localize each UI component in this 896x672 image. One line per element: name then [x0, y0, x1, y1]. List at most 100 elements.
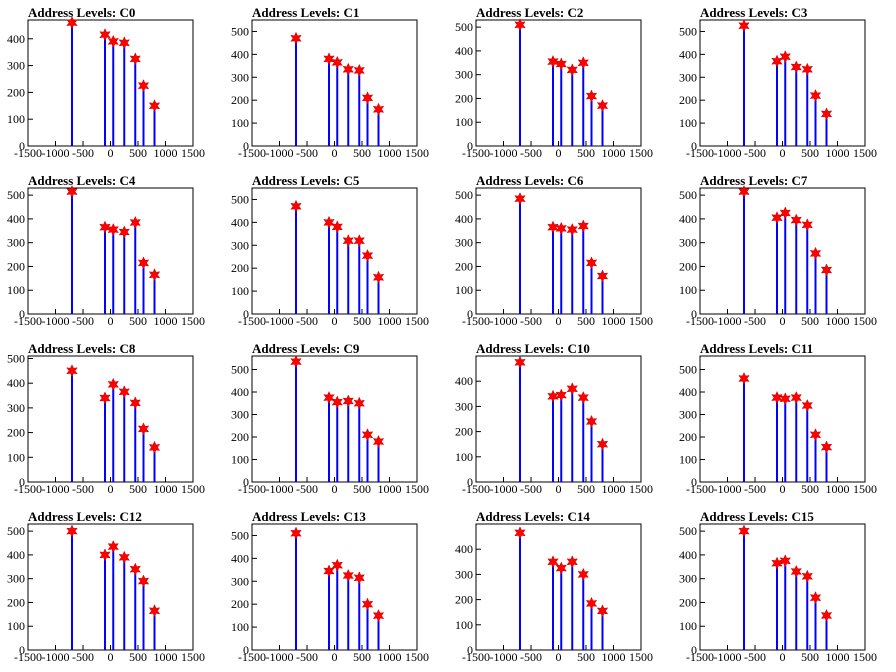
panel-11: Address Levels: C11 0 100 200 300 400 500 -1500…: [679, 341, 877, 496]
peak-marker: [323, 390, 335, 405]
x-tick-label: 0: [332, 482, 338, 496]
peak-marker: [372, 434, 385, 449]
peak-marker: [323, 564, 335, 578]
peak-marker: [820, 107, 833, 121]
y-tick-label: 300: [679, 408, 697, 422]
y-tick-label: 200: [231, 261, 249, 275]
peak-marker: [779, 206, 791, 220]
peak-marker: [148, 99, 161, 113]
x-tick-label: 500: [353, 314, 371, 328]
x-tick-label: -1500: [238, 146, 266, 160]
plot-frame: [27, 523, 194, 651]
plot-frame: [475, 19, 642, 147]
peak-marker: [137, 79, 150, 93]
x-tick-label: 1000: [826, 314, 850, 328]
x-tick-label: -1000: [714, 314, 742, 328]
x-tick-label: -500: [72, 650, 94, 664]
x-tick-label: -1500: [14, 482, 42, 496]
peak-marker: [290, 199, 302, 213]
peak-marker: [353, 396, 365, 410]
peak-marker: [129, 215, 141, 230]
peak-marker: [290, 31, 302, 45]
x-tick-label: -1000: [266, 314, 294, 328]
peak-marker: [353, 63, 365, 78]
y-tick-label: 400: [7, 212, 25, 226]
peak-marker: [107, 222, 119, 237]
peak-marker: [107, 377, 119, 392]
x-tick-label: -1500: [686, 482, 714, 496]
peak-marker: [596, 269, 609, 283]
peak-marker: [323, 52, 335, 66]
peak-marker: [331, 558, 343, 572]
y-tick-label: 400: [231, 385, 249, 399]
x-tick-label: -1000: [714, 650, 742, 664]
x-tick-label: 1000: [378, 482, 402, 496]
peak-marker: [514, 526, 526, 540]
x-tick-label: 0: [108, 314, 114, 328]
peak-marker: [372, 102, 385, 116]
panel-12: Address Levels: C12 0 100 200 300 400 500 -1500…: [7, 509, 205, 664]
panel-0: Address Levels: C0 0 100 200 300 400 -1500 -100…: [7, 5, 205, 160]
y-tick-label: 100: [455, 450, 473, 464]
y-tick-label: 500: [231, 528, 249, 542]
peak-marker: [596, 98, 609, 113]
y-tick-label: 400: [679, 385, 697, 399]
y-tick-label: 400: [455, 44, 473, 58]
x-tick-label: 1000: [826, 146, 850, 160]
y-tick-label: 100: [7, 619, 25, 633]
y-tick-label: 0: [19, 475, 25, 489]
peak-marker: [323, 215, 335, 230]
panel-title: Address Levels: C15: [700, 509, 814, 524]
peak-marker: [118, 385, 130, 399]
x-tick-label: 500: [129, 146, 147, 160]
plot-frame: [27, 355, 194, 483]
y-tick-label: 0: [467, 139, 473, 153]
y-tick-label: 500: [455, 188, 473, 202]
y-tick-label: 500: [679, 363, 697, 377]
x-tick-label: -1000: [266, 650, 294, 664]
x-tick-label: 1500: [853, 482, 877, 496]
y-tick-label: 0: [243, 475, 249, 489]
x-tick-label: 500: [129, 650, 147, 664]
y-tick-label: 0: [19, 643, 25, 657]
y-tick-label: 100: [231, 284, 249, 298]
y-tick-label: 0: [19, 307, 25, 321]
x-tick-label: 1500: [629, 482, 653, 496]
x-tick-label: 500: [129, 482, 147, 496]
y-tick-label: 200: [679, 430, 697, 444]
plot-frame: [27, 187, 194, 315]
y-tick-label: 200: [679, 259, 697, 273]
x-tick-label: 0: [332, 146, 338, 160]
y-tick-label: 300: [231, 70, 249, 84]
x-tick-label: -500: [296, 650, 318, 664]
peak-marker: [596, 604, 609, 618]
y-tick-label: 300: [455, 68, 473, 82]
y-tick-label: 100: [231, 116, 249, 130]
peak-marker: [820, 608, 833, 623]
peak-marker: [342, 394, 354, 408]
x-tick-label: -1500: [238, 482, 266, 496]
peak-marker: [820, 440, 833, 454]
x-tick-label: -500: [520, 650, 542, 664]
peak-marker: [66, 364, 78, 378]
y-tick-label: 100: [455, 115, 473, 129]
peak-marker: [372, 608, 385, 623]
y-tick-label: 0: [19, 139, 25, 153]
x-tick-label: 0: [556, 146, 562, 160]
y-tick-label: 300: [455, 567, 473, 581]
y-tick-label: 0: [467, 643, 473, 657]
peak-marker: [801, 569, 813, 583]
peak-marker: [566, 382, 578, 396]
panel-title: Address Levels: C11: [700, 341, 813, 356]
x-tick-label: -500: [296, 146, 318, 160]
y-tick-label: 400: [231, 215, 249, 229]
x-tick-label: 1500: [629, 650, 653, 664]
panel-title: Address Levels: C1: [252, 5, 359, 20]
plot-frame: [475, 187, 642, 315]
x-tick-label: 500: [577, 146, 595, 160]
y-tick-label: 300: [455, 399, 473, 413]
y-tick-label: 300: [7, 572, 25, 586]
x-tick-label: 500: [577, 314, 595, 328]
panel-title: Address Levels: C8: [28, 341, 136, 356]
x-tick-label: -500: [520, 314, 542, 328]
